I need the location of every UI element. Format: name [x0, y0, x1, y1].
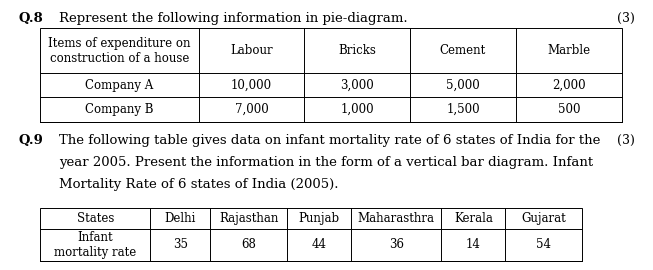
Text: 5,000: 5,000 — [446, 79, 480, 92]
Text: Company B: Company B — [86, 103, 153, 116]
Text: 1,500: 1,500 — [446, 103, 480, 116]
Text: The following table gives data on infant mortality rate of 6 states of India for: The following table gives data on infant… — [59, 134, 600, 147]
Text: 1,000: 1,000 — [340, 103, 374, 116]
Text: 44: 44 — [312, 238, 326, 251]
Text: Company A: Company A — [86, 79, 153, 92]
Text: 35: 35 — [173, 238, 187, 251]
Text: Kerala: Kerala — [454, 212, 493, 225]
Text: 2,000: 2,000 — [552, 79, 586, 92]
Text: States: States — [76, 212, 114, 225]
Text: Marble: Marble — [547, 44, 590, 57]
Bar — [40, 208, 582, 261]
Text: Represent the following information in pie-diagram.: Represent the following information in p… — [59, 12, 407, 25]
Text: Gujarat: Gujarat — [522, 212, 566, 225]
Text: 68: 68 — [242, 238, 256, 251]
Text: 3,000: 3,000 — [340, 79, 374, 92]
Text: Mortality Rate of 6 states of India (2005).: Mortality Rate of 6 states of India (200… — [59, 178, 338, 191]
Text: year 2005. Present the information in the form of a vertical bar diagram. Infant: year 2005. Present the information in th… — [59, 156, 593, 169]
Text: (3): (3) — [617, 134, 635, 147]
Text: Bricks: Bricks — [338, 44, 376, 57]
Text: Q.8: Q.8 — [18, 12, 43, 25]
Text: 500: 500 — [558, 103, 580, 116]
Text: 36: 36 — [389, 238, 404, 251]
Text: Rajasthan: Rajasthan — [219, 212, 278, 225]
Text: Labour: Labour — [230, 44, 273, 57]
Text: (3): (3) — [617, 12, 635, 25]
Text: Q.9: Q.9 — [18, 134, 43, 147]
Text: Delhi: Delhi — [165, 212, 196, 225]
Text: 54: 54 — [537, 238, 551, 251]
Text: Maharasthra: Maharasthra — [358, 212, 435, 225]
Bar — [40, 28, 622, 122]
Text: 7,000: 7,000 — [234, 103, 268, 116]
Text: Punjab: Punjab — [299, 212, 340, 225]
Text: 14: 14 — [466, 238, 481, 251]
Text: Infant
mortality rate: Infant mortality rate — [54, 231, 136, 259]
Text: Cement: Cement — [440, 44, 486, 57]
Text: 10,000: 10,000 — [231, 79, 272, 92]
Text: Items of expenditure on
construction of a house: Items of expenditure on construction of … — [48, 37, 191, 65]
